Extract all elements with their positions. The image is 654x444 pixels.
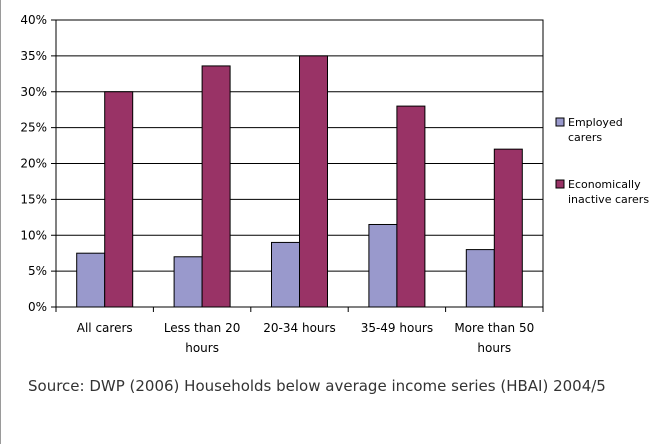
x-tick-label: All carers <box>77 321 133 335</box>
bar-chart: 0% 5% 10% 15% 20% 25% 30% 35% 40% All carers Less … <box>20 13 649 355</box>
y-tick-label: 0% <box>28 300 47 314</box>
bar-inactive <box>201 65 231 308</box>
x-tick-label: Less than 20 hours <box>164 321 241 355</box>
legend-label-employed: Employed carers <box>568 116 623 144</box>
bar-employed <box>368 223 398 308</box>
y-tick-label: 5% <box>28 264 47 278</box>
frame-border <box>0 0 1 444</box>
bar-inactive <box>299 55 328 308</box>
bar-employed <box>271 241 300 308</box>
y-tick-label: 15% <box>20 192 47 206</box>
y-tick-label: 30% <box>20 85 47 99</box>
y-tick-label: 35% <box>20 49 47 63</box>
y-tick-label: 25% <box>20 121 47 135</box>
x-tick-label: 20-34 hours <box>263 321 335 335</box>
source-note: Source: DWP (2006) Households below aver… <box>28 377 606 395</box>
y-tick-label: 20% <box>20 157 47 171</box>
bar-inactive <box>104 91 134 308</box>
x-tick-label: 35-49 hours <box>361 321 433 335</box>
x-tick-label: More than 50 hours <box>454 321 534 355</box>
legend-swatch-employed <box>555 117 565 127</box>
legend-label-inactive: Economically inactive carers <box>568 178 649 206</box>
bar-inactive <box>493 148 523 308</box>
bar-employed <box>76 252 106 308</box>
y-tick-label: 10% <box>20 228 47 242</box>
bar-inactive <box>396 105 426 308</box>
bar-employed <box>465 249 495 308</box>
y-tick-label: 40% <box>20 13 47 27</box>
chart-container: 0% 5% 10% 15% 20% 25% 30% 35% 40% All carers Less … <box>20 13 649 355</box>
legend-swatch-inactive <box>555 179 565 189</box>
bar-employed <box>173 256 203 308</box>
